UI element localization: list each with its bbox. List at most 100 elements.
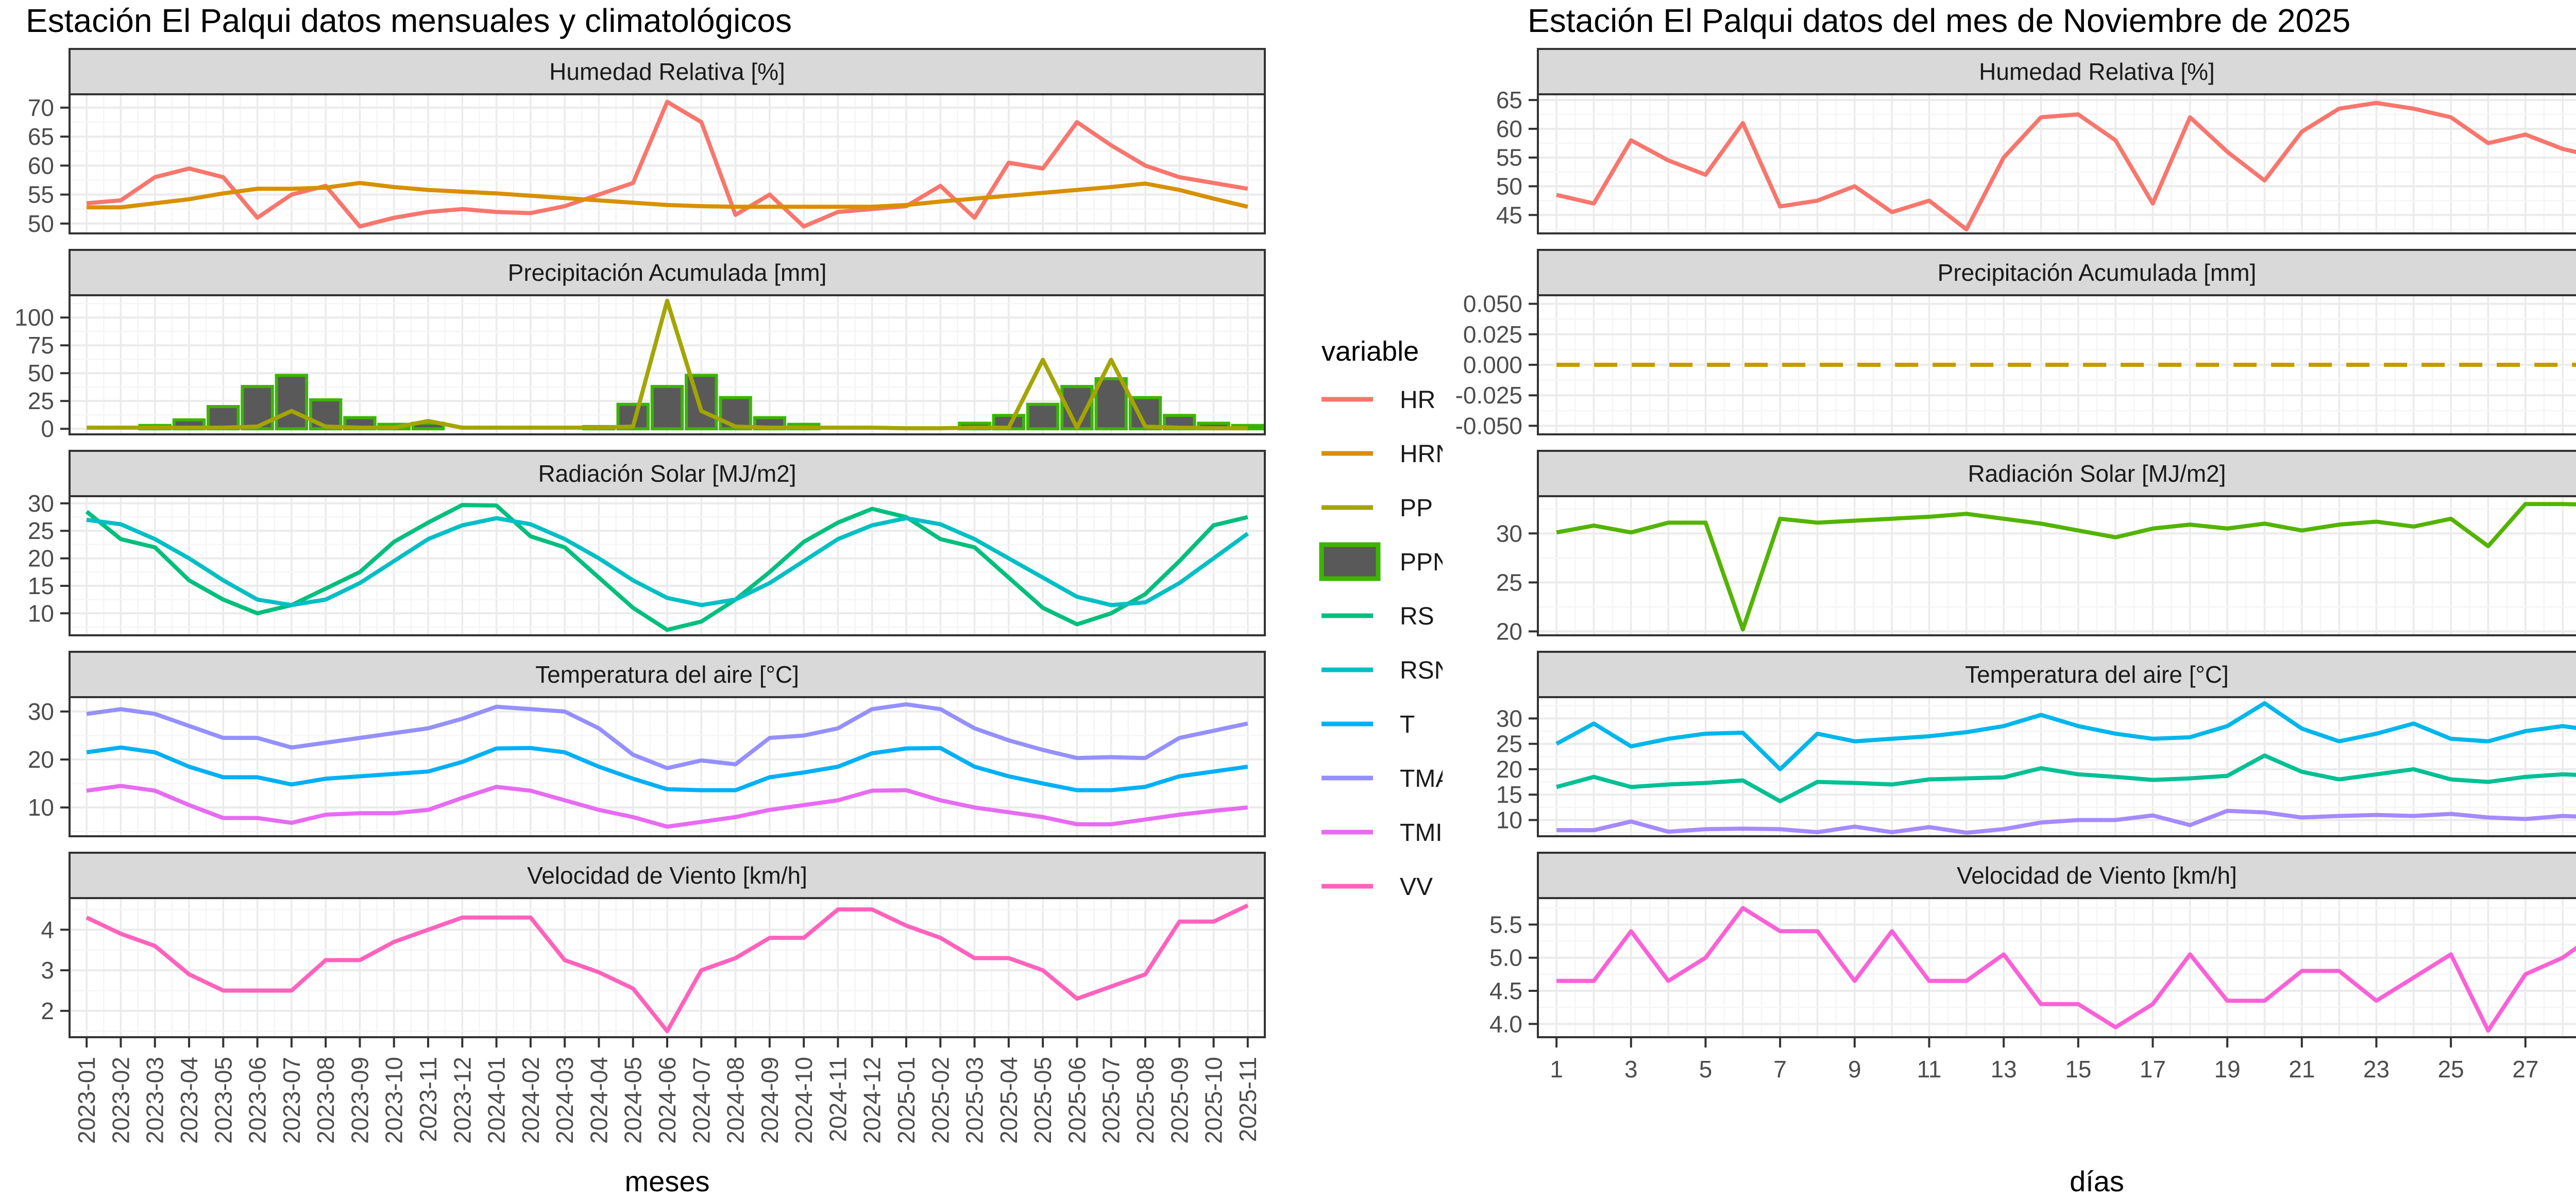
y-tick-label: 20 bbox=[1496, 756, 1522, 783]
y-tick-label: -0.050 bbox=[1455, 412, 1522, 439]
facet-strip bbox=[1537, 450, 2576, 497]
x-axis-title: meses bbox=[625, 1165, 710, 1197]
y-tick-label: 5.0 bbox=[1489, 944, 1522, 971]
x-tick-label: 2025-08 bbox=[1132, 1057, 1159, 1144]
bar-PPN bbox=[275, 374, 309, 431]
facet-strip bbox=[1537, 651, 2576, 698]
gridlines bbox=[1537, 94, 2576, 233]
gridlines bbox=[1537, 295, 2576, 434]
facet-strip bbox=[69, 450, 1266, 497]
legend-entry-label: RS bbox=[1400, 603, 1434, 630]
series-line-TMIN bbox=[1556, 808, 2576, 835]
x-tick-label: 11 bbox=[1917, 1056, 1942, 1083]
facet-panel-1: Precipitación Acumulada [mm] 0.050 0.025 0.… bbox=[1455, 249, 2576, 439]
facet-panel-4: Velocidad de Viento [km/h] 2 3 4 bbox=[41, 852, 1266, 1038]
series-line-RS bbox=[85, 503, 1248, 632]
legend-entry-label: PP bbox=[1400, 495, 1433, 522]
y-tick-label: 100 bbox=[14, 304, 54, 331]
y-tick-label: 10 bbox=[28, 600, 54, 627]
figure-title: Estación El Palqui datos mensuales y cli… bbox=[26, 2, 792, 39]
x-axis: 2023-01 2023-02 2023-03 2023-04 2023-05 2023-… bbox=[73, 1037, 1261, 1144]
y-tick-label: 30 bbox=[28, 698, 54, 725]
x-tick-label: 2025-10 bbox=[1200, 1057, 1227, 1144]
y-tick-label: 45 bbox=[1496, 201, 1522, 228]
x-tick-label: 2025-06 bbox=[1063, 1057, 1090, 1144]
x-tick-label: 2025-03 bbox=[961, 1057, 988, 1144]
x-tick-label: 2024-06 bbox=[654, 1057, 681, 1144]
facet-strip-label: Precipitación Acumulada [mm] bbox=[508, 259, 827, 286]
legend-entry-PPN: PPN bbox=[1319, 542, 1443, 581]
y-tick-label: 25 bbox=[1496, 731, 1522, 757]
legend: variable HR HRN PP PPN RS RSN T TMAX TMIN VV bbox=[1319, 336, 1443, 901]
series-line-HRN bbox=[87, 181, 1248, 210]
y-tick-label: 20 bbox=[28, 545, 54, 572]
legend-entry-HR: HR bbox=[1321, 386, 1435, 414]
y-tick-label: 3 bbox=[41, 957, 54, 984]
x-tick-label: 21 bbox=[2289, 1056, 2315, 1083]
x-tick-label: 13 bbox=[1991, 1056, 2017, 1083]
figure-title: Estación El Palqui datos del mes de Novi… bbox=[1528, 2, 2350, 39]
x-tick-label: 7 bbox=[1773, 1056, 1787, 1083]
x-tick-label: 2023-06 bbox=[244, 1057, 271, 1144]
x-tick-label: 2024-11 bbox=[824, 1057, 851, 1142]
x-tick-label: 2023-03 bbox=[142, 1057, 168, 1144]
y-tick-label: 10 bbox=[28, 794, 54, 821]
facet-panel-3: Temperatura del aire [°C] 10 20 30 bbox=[28, 651, 1266, 837]
gridlines bbox=[69, 898, 1266, 1037]
legend-entry-label: T bbox=[1400, 711, 1415, 738]
series-line-T bbox=[1556, 753, 2576, 804]
y-tick-label: 20 bbox=[1496, 618, 1522, 645]
bar-PPN bbox=[650, 385, 684, 431]
x-tick-label: 5 bbox=[1699, 1056, 1713, 1083]
y-tick-label: 20 bbox=[28, 746, 54, 773]
y-tick-label: 50 bbox=[1496, 173, 1522, 200]
bar-PPN bbox=[207, 405, 240, 431]
x-tick-label: 2023-04 bbox=[176, 1057, 202, 1144]
x-tick-label: 2023-02 bbox=[107, 1057, 134, 1144]
facet-panel-4: Velocidad de Viento [km/h] 4.0 4.5 5.0 5.5 bbox=[1489, 852, 2576, 1038]
series-line-RS bbox=[1556, 502, 2576, 632]
legend-entry-label: TMIN bbox=[1400, 819, 1443, 847]
facet-strip-label: Temperatura del aire [°C] bbox=[535, 661, 799, 688]
x-tick-label: 2023-08 bbox=[312, 1057, 339, 1144]
y-tick-label: 30 bbox=[1496, 705, 1522, 732]
y-tick-label: 5.5 bbox=[1489, 911, 1522, 938]
facet-strip bbox=[69, 249, 1266, 296]
x-tick-label: 2023-10 bbox=[381, 1057, 408, 1144]
x-tick-label: 2023-05 bbox=[210, 1057, 236, 1144]
x-tick-label: 25 bbox=[2438, 1056, 2464, 1083]
series-line-HR bbox=[1556, 100, 2576, 232]
y-tick-label: 2 bbox=[41, 998, 54, 1024]
x-tick-label: 2025-05 bbox=[1029, 1057, 1056, 1144]
x-tick-label: 2023-01 bbox=[73, 1057, 100, 1144]
x-tick-label: 3 bbox=[1624, 1056, 1638, 1083]
x-tick-label: 2025-01 bbox=[893, 1057, 920, 1144]
x-tick-label: 2024-04 bbox=[585, 1057, 612, 1144]
y-tick-label: 55 bbox=[1496, 144, 1522, 171]
x-tick-label: 2024-01 bbox=[483, 1057, 510, 1144]
y-tick-label: 60 bbox=[1496, 115, 1522, 142]
y-tick-label: 25 bbox=[28, 517, 54, 544]
gridlines bbox=[1537, 898, 2576, 1037]
y-tick-label: 30 bbox=[28, 490, 54, 517]
x-tick-label: 2025-11 bbox=[1234, 1057, 1261, 1142]
x-axis-title: días bbox=[2070, 1165, 2124, 1197]
series-line-TMAX bbox=[86, 702, 1248, 770]
y-tick-label: 65 bbox=[1496, 87, 1522, 113]
x-tick-label: 2025-02 bbox=[927, 1057, 954, 1144]
legend-entry-label: TMAX bbox=[1400, 765, 1443, 792]
y-tick-label: 50 bbox=[28, 360, 54, 386]
x-tick-label: 2025-09 bbox=[1166, 1057, 1193, 1144]
y-tick-label: 25 bbox=[1496, 569, 1522, 596]
bar-PPN bbox=[309, 398, 343, 431]
series-line-VV bbox=[1556, 906, 2576, 1033]
figure-november-daily-chart: Estación El Palqui datos del mes de Novi… bbox=[1455, 2, 2576, 1197]
x-tick-label: 2025-07 bbox=[1098, 1057, 1125, 1144]
x-tick-label: 9 bbox=[1848, 1056, 1861, 1083]
x-tick-label: 2024-07 bbox=[688, 1057, 715, 1144]
